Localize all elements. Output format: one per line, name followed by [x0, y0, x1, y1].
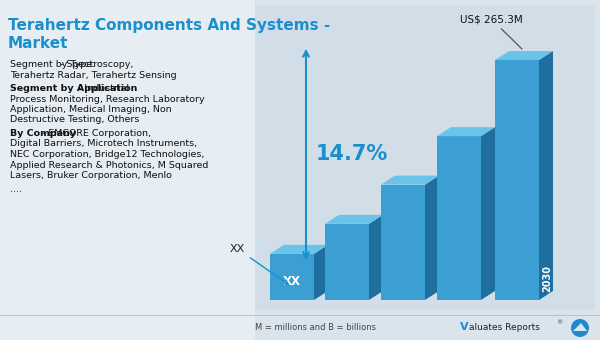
- Polygon shape: [270, 254, 314, 300]
- Polygon shape: [270, 245, 328, 254]
- Text: XX: XX: [230, 244, 289, 285]
- Text: ....: ....: [10, 185, 22, 193]
- Polygon shape: [495, 51, 553, 60]
- Text: Market: Market: [8, 36, 68, 51]
- Text: - Spectroscopy,: - Spectroscopy,: [57, 60, 133, 69]
- Polygon shape: [381, 176, 439, 185]
- Text: Segment by Type:: Segment by Type:: [10, 60, 95, 69]
- Text: NEC Corporation, Bridge12 Technologies,: NEC Corporation, Bridge12 Technologies,: [10, 150, 205, 159]
- Text: - Industrial: - Industrial: [74, 84, 128, 93]
- Polygon shape: [325, 224, 369, 300]
- Text: XX: XX: [283, 275, 301, 288]
- Polygon shape: [314, 245, 328, 300]
- Polygon shape: [0, 0, 255, 340]
- Text: Lasers, Bruker Corporation, Menlo: Lasers, Bruker Corporation, Menlo: [10, 171, 172, 180]
- Text: Process Monitoring, Research Laboratory: Process Monitoring, Research Laboratory: [10, 95, 205, 103]
- Polygon shape: [495, 60, 539, 300]
- Text: V: V: [460, 322, 469, 332]
- Text: Destructive Testing, Others: Destructive Testing, Others: [10, 116, 139, 124]
- Text: ®: ®: [556, 321, 562, 325]
- Text: Segment by Application: Segment by Application: [10, 84, 137, 93]
- Text: US$ 265.3M: US$ 265.3M: [460, 14, 523, 49]
- Text: aluates Reports: aluates Reports: [469, 323, 540, 332]
- Polygon shape: [437, 136, 481, 300]
- Text: By Company: By Company: [10, 129, 76, 138]
- Polygon shape: [369, 215, 383, 300]
- Polygon shape: [539, 51, 553, 300]
- Polygon shape: [573, 323, 587, 331]
- Text: Terahertz Components And Systems -: Terahertz Components And Systems -: [8, 18, 330, 33]
- Text: 14.7%: 14.7%: [316, 144, 388, 165]
- Text: M = millions and B = billions: M = millions and B = billions: [255, 323, 376, 332]
- Text: Application, Medical Imaging, Non: Application, Medical Imaging, Non: [10, 105, 172, 114]
- Polygon shape: [481, 127, 495, 300]
- Circle shape: [571, 319, 589, 337]
- Polygon shape: [437, 127, 495, 136]
- Polygon shape: [325, 215, 383, 224]
- Text: - EMCORE Corporation,: - EMCORE Corporation,: [40, 129, 151, 138]
- Text: Applied Research & Photonics, M Squared: Applied Research & Photonics, M Squared: [10, 160, 208, 170]
- Text: Terahertz Radar, Terahertz Sensing: Terahertz Radar, Terahertz Sensing: [10, 70, 176, 80]
- Text: 2030: 2030: [542, 265, 552, 292]
- Text: Digital Barriers, Microtech Instruments,: Digital Barriers, Microtech Instruments,: [10, 139, 197, 149]
- Polygon shape: [255, 5, 595, 310]
- Polygon shape: [381, 185, 425, 300]
- Polygon shape: [425, 176, 439, 300]
